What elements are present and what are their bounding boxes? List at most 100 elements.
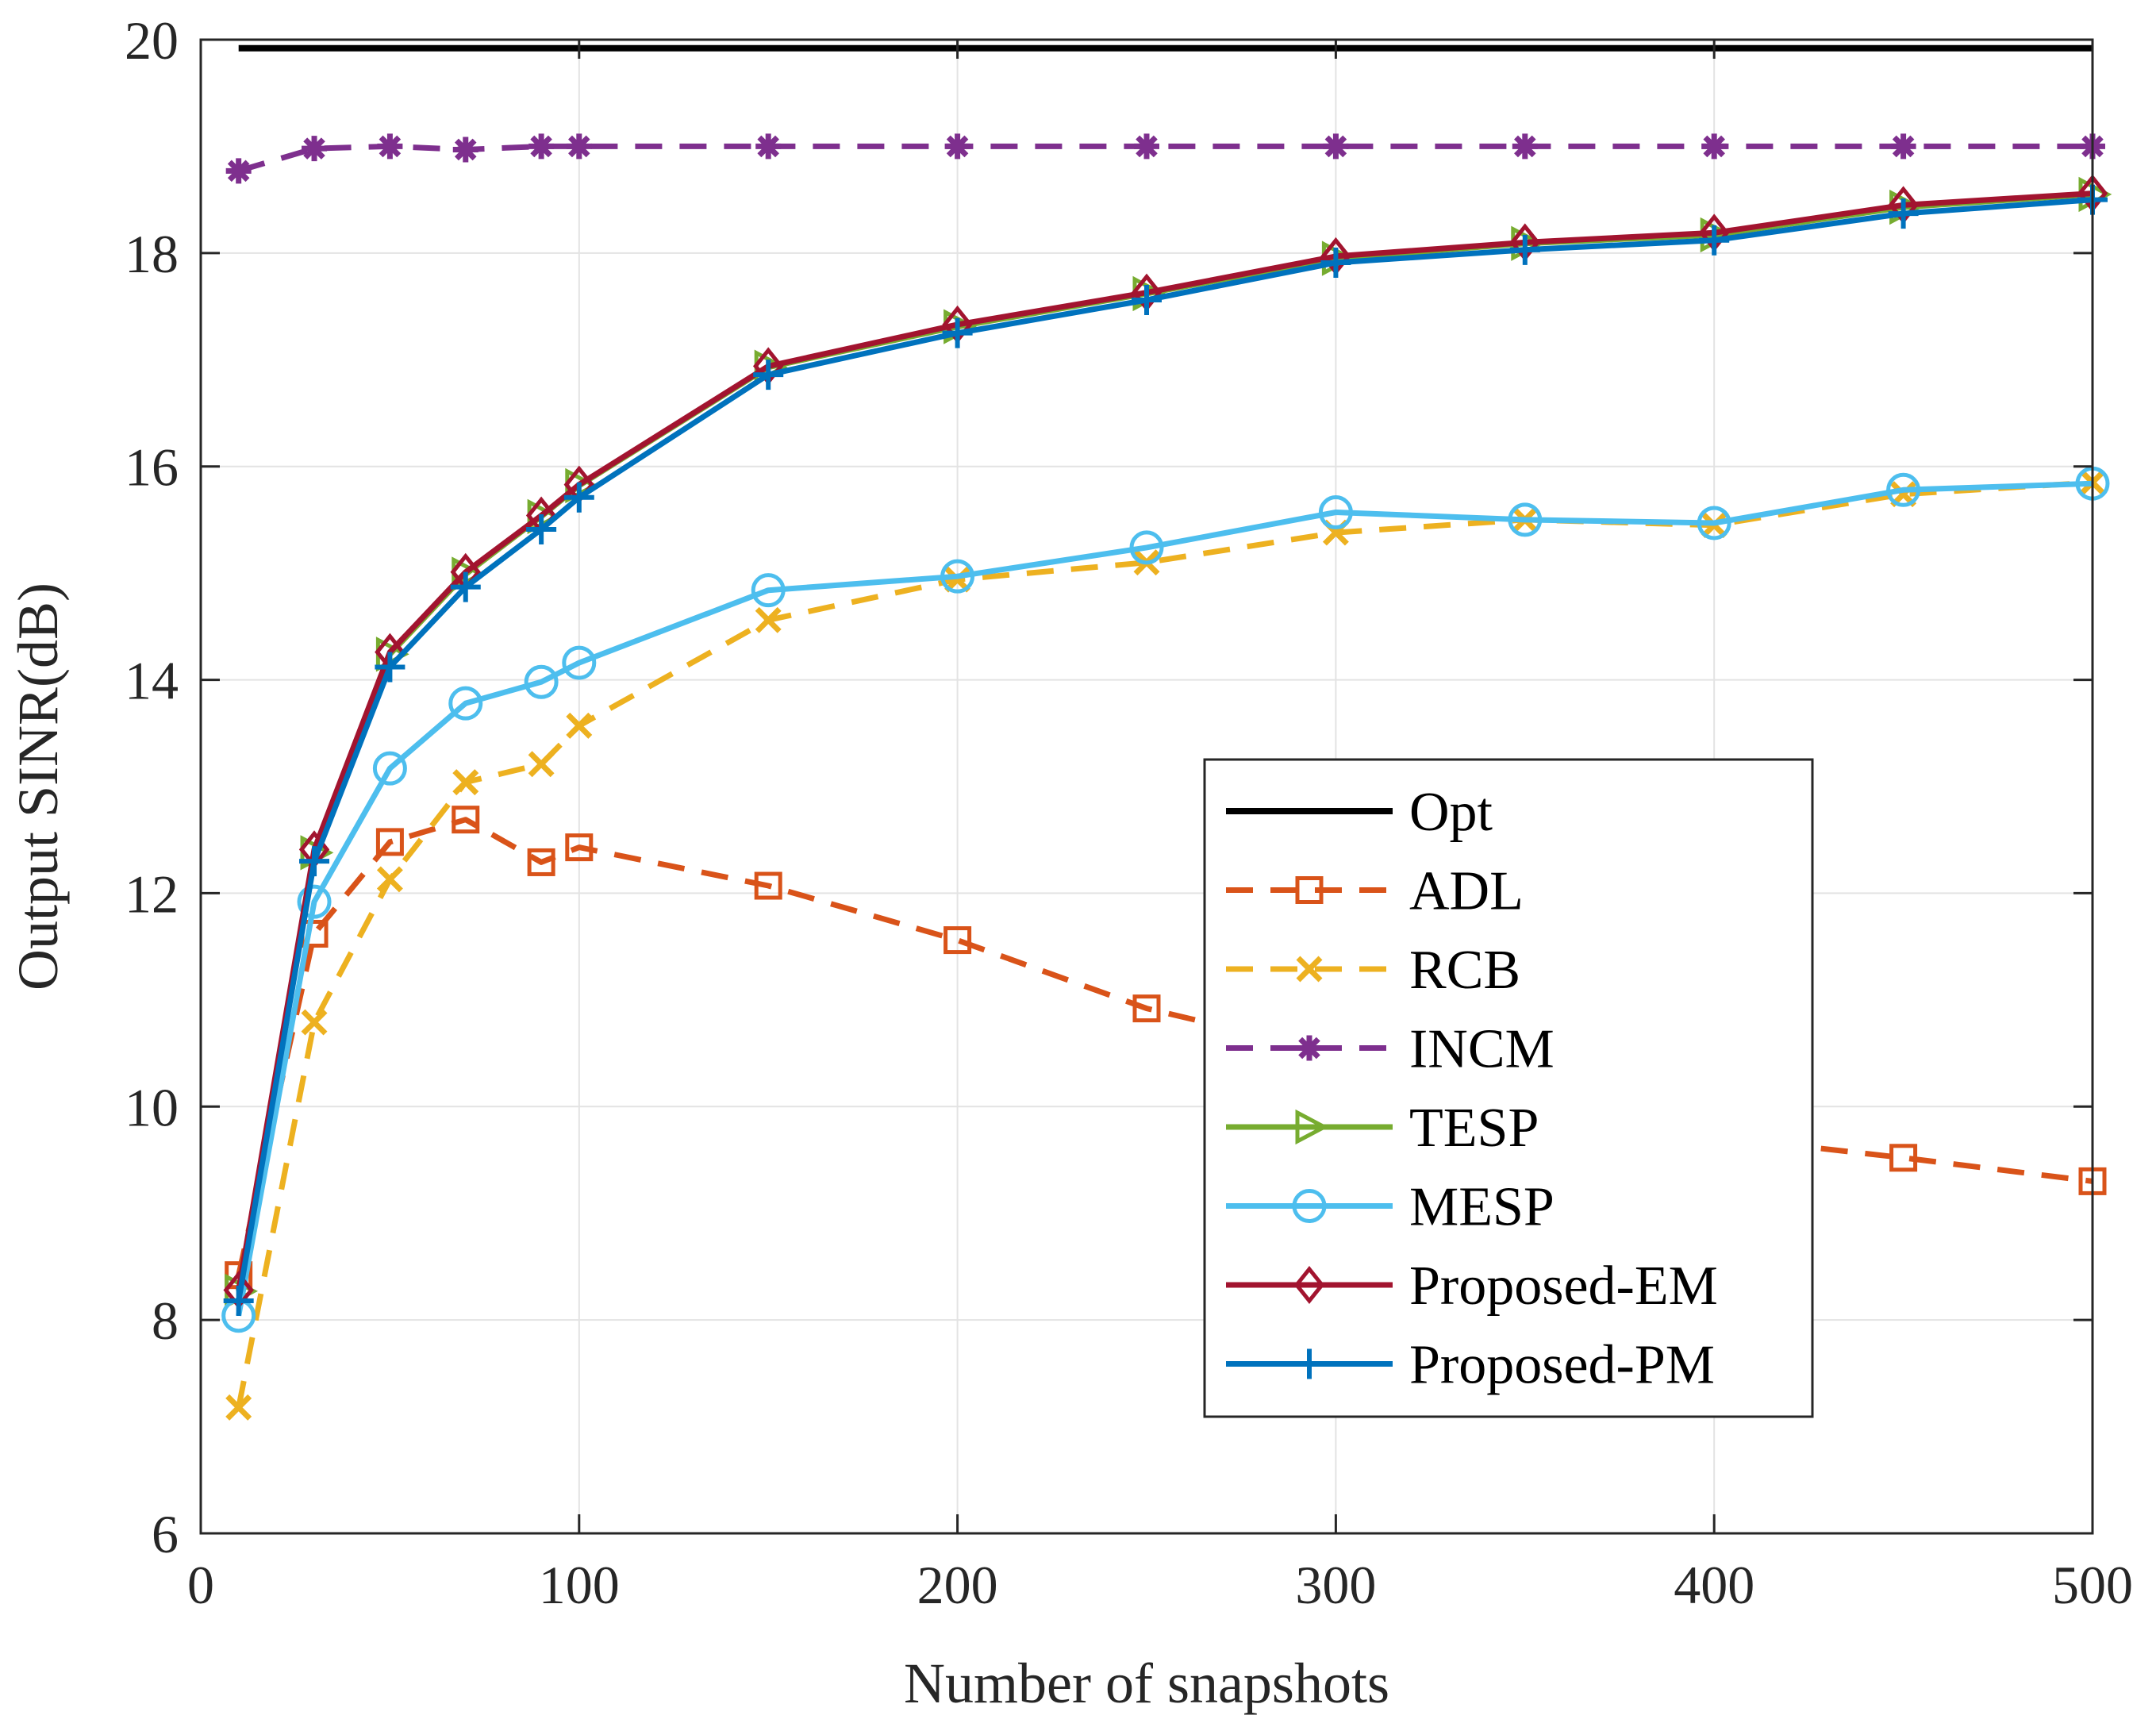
data-point-rcb [944, 566, 971, 593]
data-point-mesp [1886, 472, 1921, 507]
y-tick-label: 16 [125, 437, 179, 498]
data-point-adl [565, 833, 594, 862]
data-point-incm [452, 137, 478, 163]
legend-label-mesp: MESP [1409, 1177, 1555, 1238]
legend-label-tesp: TESP [1409, 1098, 1539, 1159]
legend-item-rcb: RCB [1226, 940, 1520, 1001]
legend-marker-proposed-pm [1294, 1348, 1324, 1379]
y-tick-label: 14 [125, 651, 179, 711]
data-point-proposed-pm [753, 360, 784, 390]
data-point-proposed-pm [1888, 198, 1919, 229]
data-point-rcb [376, 866, 403, 893]
legend-box [1203, 758, 1814, 1418]
legend-item-incm: INCM [1226, 1019, 1555, 1080]
data-point-incm [302, 136, 328, 162]
series-layer [221, 44, 2112, 1421]
plot-frame [199, 38, 2094, 1535]
legend-item-adl: ADL [1226, 861, 1524, 922]
data-point-rcb [301, 1009, 328, 1036]
legend-label-adl: ADL [1409, 861, 1524, 922]
series-rcb [225, 469, 2106, 1421]
data-point-incm [1890, 133, 1916, 160]
data-point-adl [754, 871, 782, 900]
data-point-rcb [225, 1394, 252, 1421]
data-point-proposed-pm [942, 317, 973, 348]
data-point-incm [755, 133, 782, 160]
series-line-proposed-em [236, 190, 2093, 1291]
x-tick-label: 500 [2052, 1555, 2133, 1615]
data-point-mesp [1318, 495, 1353, 530]
data-point-mesp [297, 884, 332, 919]
series-line-rcb [236, 479, 2093, 1409]
legend-marker-adl [1295, 876, 1324, 904]
legend-item-proposed-pm: Proposed-PM [1226, 1335, 1715, 1396]
y-tick-label: 6 [152, 1504, 179, 1564]
series-line-proposed-pm [236, 197, 2093, 1302]
legend-label-proposed-pm: Proposed-PM [1409, 1335, 1715, 1396]
data-point-mesp [1508, 502, 1543, 537]
data-point-mesp [524, 664, 559, 699]
data-point-mesp [562, 645, 597, 680]
data-point-rcb [566, 712, 593, 739]
data-point-mesp [1129, 530, 1164, 565]
data-point-adl [943, 926, 972, 955]
data-point-proposed-pm [375, 652, 405, 683]
data-point-adl [452, 806, 480, 834]
data-point-incm [1701, 133, 1727, 160]
series-proposed-pm [223, 184, 2108, 1316]
data-point-proposed-pm [1132, 285, 1162, 316]
data-point-proposed-pm [563, 482, 594, 513]
data-point-proposed-pm [450, 571, 481, 602]
legend-marker-proposed-em [1293, 1265, 1325, 1305]
data-point-incm [225, 158, 252, 184]
legend-marker-tesp [1295, 1109, 1329, 1145]
data-point-incm [1512, 133, 1538, 160]
data-point-rcb [452, 769, 479, 796]
y-tick-label: 20 [125, 10, 179, 71]
data-point-incm [944, 133, 970, 160]
x-tick-label: 200 [917, 1555, 998, 1615]
legend-label-incm: INCM [1409, 1019, 1555, 1080]
series-line-incm [237, 143, 2093, 174]
data-point-adl [1889, 1144, 1918, 1172]
data-point-proposed-pm [1509, 234, 1540, 265]
data-point-adl [375, 828, 404, 856]
y-tick-label: 10 [125, 1077, 179, 1137]
data-point-proposed-pm [1699, 225, 1730, 256]
legend-label-proposed-em: Proposed-EM [1409, 1256, 1718, 1317]
data-point-mesp [448, 686, 483, 721]
x-tick-label: 100 [539, 1555, 620, 1615]
data-point-incm [1134, 133, 1159, 160]
data-point-proposed-pm [223, 1285, 254, 1316]
legend-label-rcb: RCB [1409, 940, 1520, 1001]
legend-marker-rcb [1296, 956, 1323, 983]
data-point-incm [377, 133, 403, 160]
axis-ticks: 0 100 200 300 400 500 6 8 10 12 14 16 18 20 [125, 10, 2133, 1615]
data-point-mesp [1697, 506, 1731, 540]
data-point-adl [1132, 994, 1161, 1023]
legend: Opt ADL RCB INCM TESP MESP Proposed-EM Proposed… [1203, 758, 1814, 1418]
data-point-proposed-pm [1320, 247, 1351, 278]
data-point-proposed-pm [526, 514, 557, 545]
data-point-proposed-pm [299, 846, 330, 877]
y-tick-label: 8 [152, 1290, 179, 1351]
legend-marker-mesp [1292, 1189, 1327, 1223]
legend-item-mesp: MESP [1226, 1177, 1555, 1238]
legend-marker-incm [1297, 1035, 1322, 1061]
data-point-mesp [372, 751, 407, 786]
y-axis-title: Output SINR(dB) [6, 583, 70, 990]
x-axis-title: Number of snapshots [904, 1652, 1389, 1715]
data-point-adl [527, 848, 555, 876]
y-tick-label: 12 [125, 864, 179, 924]
legend-item-tesp: TESP [1226, 1098, 1539, 1159]
data-point-mesp [751, 573, 786, 608]
x-tick-label: 300 [1295, 1555, 1376, 1615]
series-mesp [221, 466, 2110, 1333]
data-point-incm [528, 133, 555, 160]
legend-label-opt: Opt [1409, 782, 1493, 843]
data-point-mesp [940, 559, 975, 594]
data-point-rcb [755, 606, 782, 633]
x-tick-label: 400 [1674, 1555, 1754, 1615]
x-tick-label: 0 [187, 1555, 214, 1615]
